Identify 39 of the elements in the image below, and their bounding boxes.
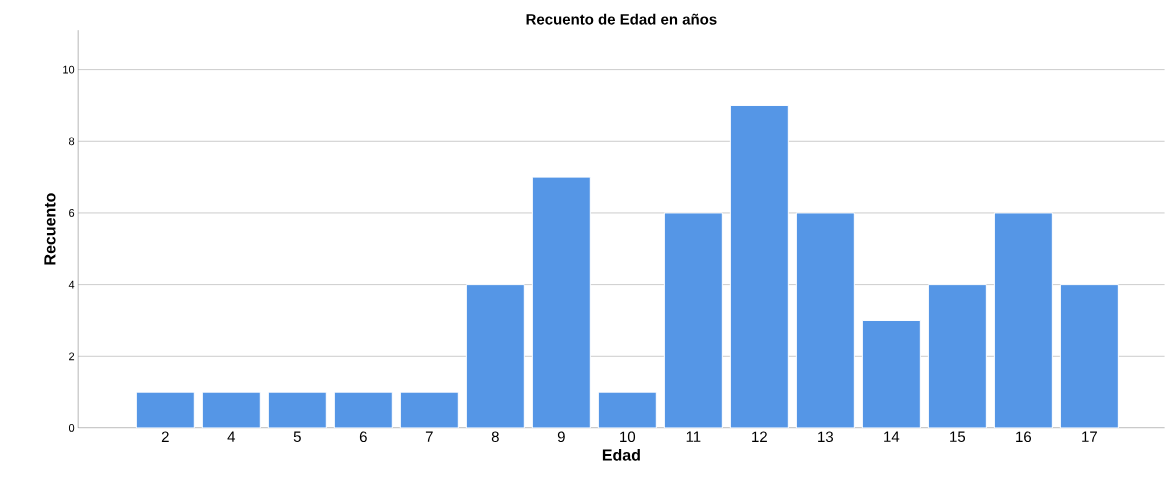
x-tick-label: 17 [1082,431,1097,442]
bar [663,212,723,428]
y-tick-label: 8 [69,137,75,146]
x-tick-label: 7 [425,431,433,442]
x-tick-label: 12 [752,431,767,442]
y-axis-title: Recuento [44,193,56,265]
bar [597,391,657,428]
x-tick-label: 16 [1016,431,1032,443]
x-tick-label: 11 [686,431,701,442]
x-tick-label: 6 [359,431,367,443]
y-tick-label: 4 [68,280,75,289]
bar [201,391,261,428]
bar [993,212,1053,428]
x-tick-label: 10 [620,431,636,443]
bar [795,212,855,428]
y-tick-label: 2 [69,352,75,361]
bar [1059,284,1119,428]
bar [927,284,987,428]
bar [399,391,459,428]
bar [135,391,195,428]
x-tick-label: 5 [293,431,301,442]
y-tick-label: 6 [69,209,75,217]
bar [729,104,789,428]
chart-title: Recuento de Edad en años [526,13,717,25]
x-tick-label: 9 [557,431,565,443]
x-tick-label: 2 [161,431,169,442]
x-tick-label: 14 [884,431,900,442]
bar [465,284,525,428]
x-tick-label: 15 [950,431,966,442]
x-tick-label: 8 [491,431,499,443]
y-tick-label: 10 [63,65,75,74]
bar [267,391,327,428]
x-tick-label: 13 [818,431,834,443]
x-axis-title: Edad [602,448,640,461]
x-tick-label: 4 [227,431,236,442]
y-tick-label: 0 [68,424,75,432]
bar [531,176,591,428]
bar [333,391,393,428]
bar [861,319,921,428]
